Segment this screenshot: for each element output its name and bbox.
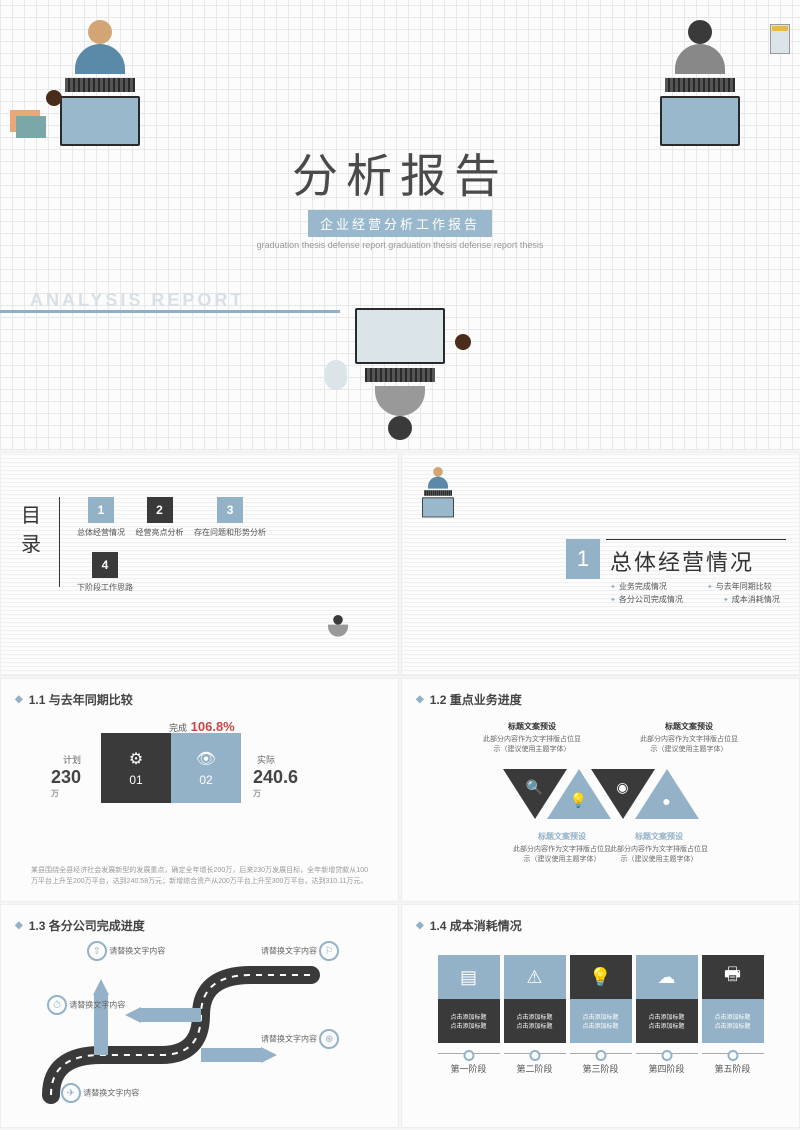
toc-items: 1总体经营情况 2经营亮点分析 3存在问题和形势分析 4下阶段工作思路	[77, 497, 274, 593]
workspace-illustration-1	[60, 20, 140, 146]
phase-box-2: ⚠点击添加标题点击添加标题	[504, 955, 566, 1043]
section-bullets: 业务完成情况与去年同期比较 各分公司完成情况成本消耗情况	[610, 581, 780, 607]
slide-header: 1.2 重点业务进度	[416, 691, 522, 708]
slide-header: 1.4 成本消耗情况	[416, 917, 522, 934]
workspace-illustration-2	[660, 20, 740, 146]
puzzle-chart: ⚙01 👁02	[101, 733, 241, 803]
tri-label-3: 标题文案预设此部分内容作为文字排版占位显示（建议使用主题字体）	[512, 831, 612, 864]
road-node-4: 请替换文字内容 ⊕	[261, 1029, 339, 1049]
slide-header: 1.1 与去年同期比较	[15, 691, 133, 708]
phase-box-1: ▤点击添加标题点击添加标题	[438, 955, 500, 1043]
cover-slide: 分析报告 企业经营分析工作报告 graduation thesis defens…	[0, 0, 800, 450]
cover-title: 分析报告	[292, 140, 508, 206]
cover-watermark: ANALYSIS REPORT	[30, 290, 244, 311]
cover-accent-line	[0, 310, 340, 313]
slide-1-4: 1.4 成本消耗情况 ▤点击添加标题点击添加标题 ⚠点击添加标题点击添加标题 💡…	[401, 904, 800, 1128]
plan-value: 230万	[51, 767, 81, 799]
phase-labels: 第一阶段 第二阶段 第三阶段 第四阶段 第五阶段	[438, 1053, 764, 1075]
tri-label-1: 标题文案预设此部分内容作为文字排版占位显示（建议使用主题字体）	[482, 721, 582, 754]
slide-1-1: 1.1 与去年同期比较 完成 106.8% 计划 230万 ⚙01 👁02 实际…	[0, 678, 399, 902]
workspace-illustration-3	[355, 308, 445, 440]
section-title: 总体经营情况	[610, 545, 754, 577]
tri-label-4: 标题文案预设此部分内容作为文字排版占位显示（建议使用主题字体）	[609, 831, 709, 864]
mini-workspace-icon	[422, 467, 454, 517]
slide-header: 1.3 各分公司完成进度	[15, 917, 145, 934]
triangle-chart: 🔍 💡 ◉ ●	[513, 769, 689, 819]
slide-section-intro: 1 总体经营情况 业务完成情况与去年同期比较 各分公司完成情况成本消耗情况	[401, 452, 800, 676]
phase-box-3: 💡点击添加标题点击添加标题	[570, 955, 632, 1043]
slide-1-3: 1.3 各分公司完成进度 ⇧ 请替换文字内容 请替换文字内容 ⚐ ⏱ 请替换文字…	[0, 904, 399, 1128]
road-node-1: ⇧ 请替换文字内容	[87, 941, 165, 961]
road-node-3: ⏱ 请替换文字内容	[47, 995, 125, 1015]
actual-value: 240.6万	[253, 767, 298, 799]
actual-label: 实际	[257, 753, 275, 766]
phase-box-4: ☁点击添加标题点击添加标题	[636, 955, 698, 1043]
section-number: 1	[566, 539, 600, 579]
completion-pct: 完成 106.8%	[169, 719, 235, 734]
slide-toc: 目录 1总体经营情况 2经营亮点分析 3存在问题和形势分析 4下阶段工作思路	[0, 452, 399, 676]
mini-workspace-icon	[328, 615, 348, 637]
phase-boxes: ▤点击添加标题点击添加标题 ⚠点击添加标题点击添加标题 💡点击添加标题点击添加标…	[438, 955, 764, 1043]
cover-subtitle: 企业经营分析工作报告	[308, 210, 492, 237]
tri-label-2: 标题文案预设此部分内容作为文字排版占位显示（建议使用主题字体）	[639, 721, 739, 754]
road-node-2: 请替换文字内容 ⚐	[261, 941, 339, 961]
plan-label: 计划	[63, 753, 81, 766]
toc-title: 目录	[21, 499, 43, 557]
cover-en-subtitle: graduation thesis defense report graduat…	[250, 240, 550, 250]
phase-box-5: 🖶点击添加标题点击添加标题	[702, 955, 764, 1043]
slide-description: 某县围绕全县经济社会发展新型的发展重点，确定全年增长200万，后来230万发展目…	[31, 866, 368, 887]
slide-1-2: 1.2 重点业务进度 标题文案预设此部分内容作为文字排版占位显示（建议使用主题字…	[401, 678, 800, 902]
road-node-5: ✈ 请替换文字内容	[61, 1083, 139, 1103]
